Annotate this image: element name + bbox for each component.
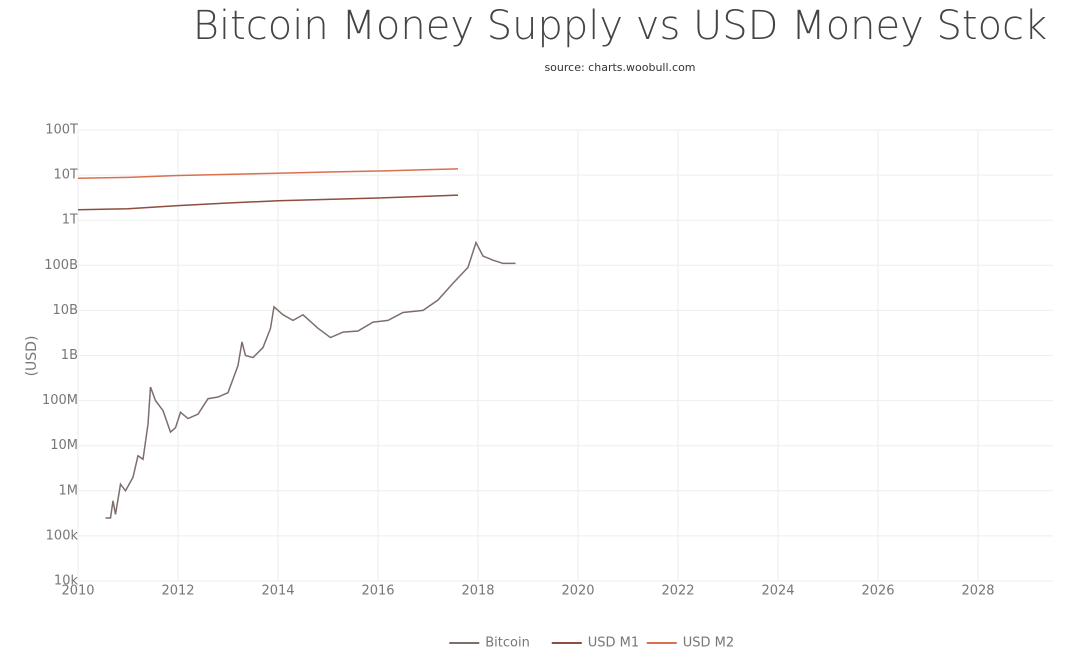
x-tick-label: 2026 (861, 584, 894, 599)
x-tick-label: 2024 (761, 584, 794, 599)
legend-label: USD M2 (683, 636, 734, 651)
x-tick-label: 2012 (161, 584, 194, 599)
y-tick-label: 100M (42, 393, 78, 408)
x-tick-label: 2022 (661, 584, 694, 599)
y-tick-label: 10M (50, 438, 78, 453)
x-tick-label: 2010 (61, 584, 94, 599)
y-tick-label: 10B (53, 303, 78, 318)
y-tick-label: 100T (45, 123, 78, 138)
y-tick-label: 1B (61, 348, 78, 363)
y-tick-label: 100B (44, 258, 78, 273)
y-tick-label: 1M (59, 483, 79, 498)
y-tick-label: 100k (46, 528, 79, 543)
series-line (77, 168, 459, 180)
y-tick-label: 10T (54, 168, 79, 183)
x-tick-label: 2014 (261, 584, 294, 599)
series-line (77, 194, 459, 211)
y-tick-label: 1T (62, 213, 78, 228)
x-tick-label: 2028 (961, 584, 994, 599)
x-tick-label: 2018 (461, 584, 494, 599)
chart-title: Bitcoin Money Supply vs USD Money Stock (193, 3, 1047, 49)
y-tick-label: 10k (54, 574, 79, 589)
chart-subtitle: source: charts.woobull.com (544, 61, 695, 74)
legend-label: Bitcoin (485, 636, 530, 651)
y-axis-label: (USD) (24, 336, 40, 377)
x-tick-label: 2016 (361, 584, 394, 599)
x-tick-label: 2020 (561, 584, 594, 599)
legend-label: USD M1 (588, 636, 639, 651)
series-line (105, 240, 516, 519)
